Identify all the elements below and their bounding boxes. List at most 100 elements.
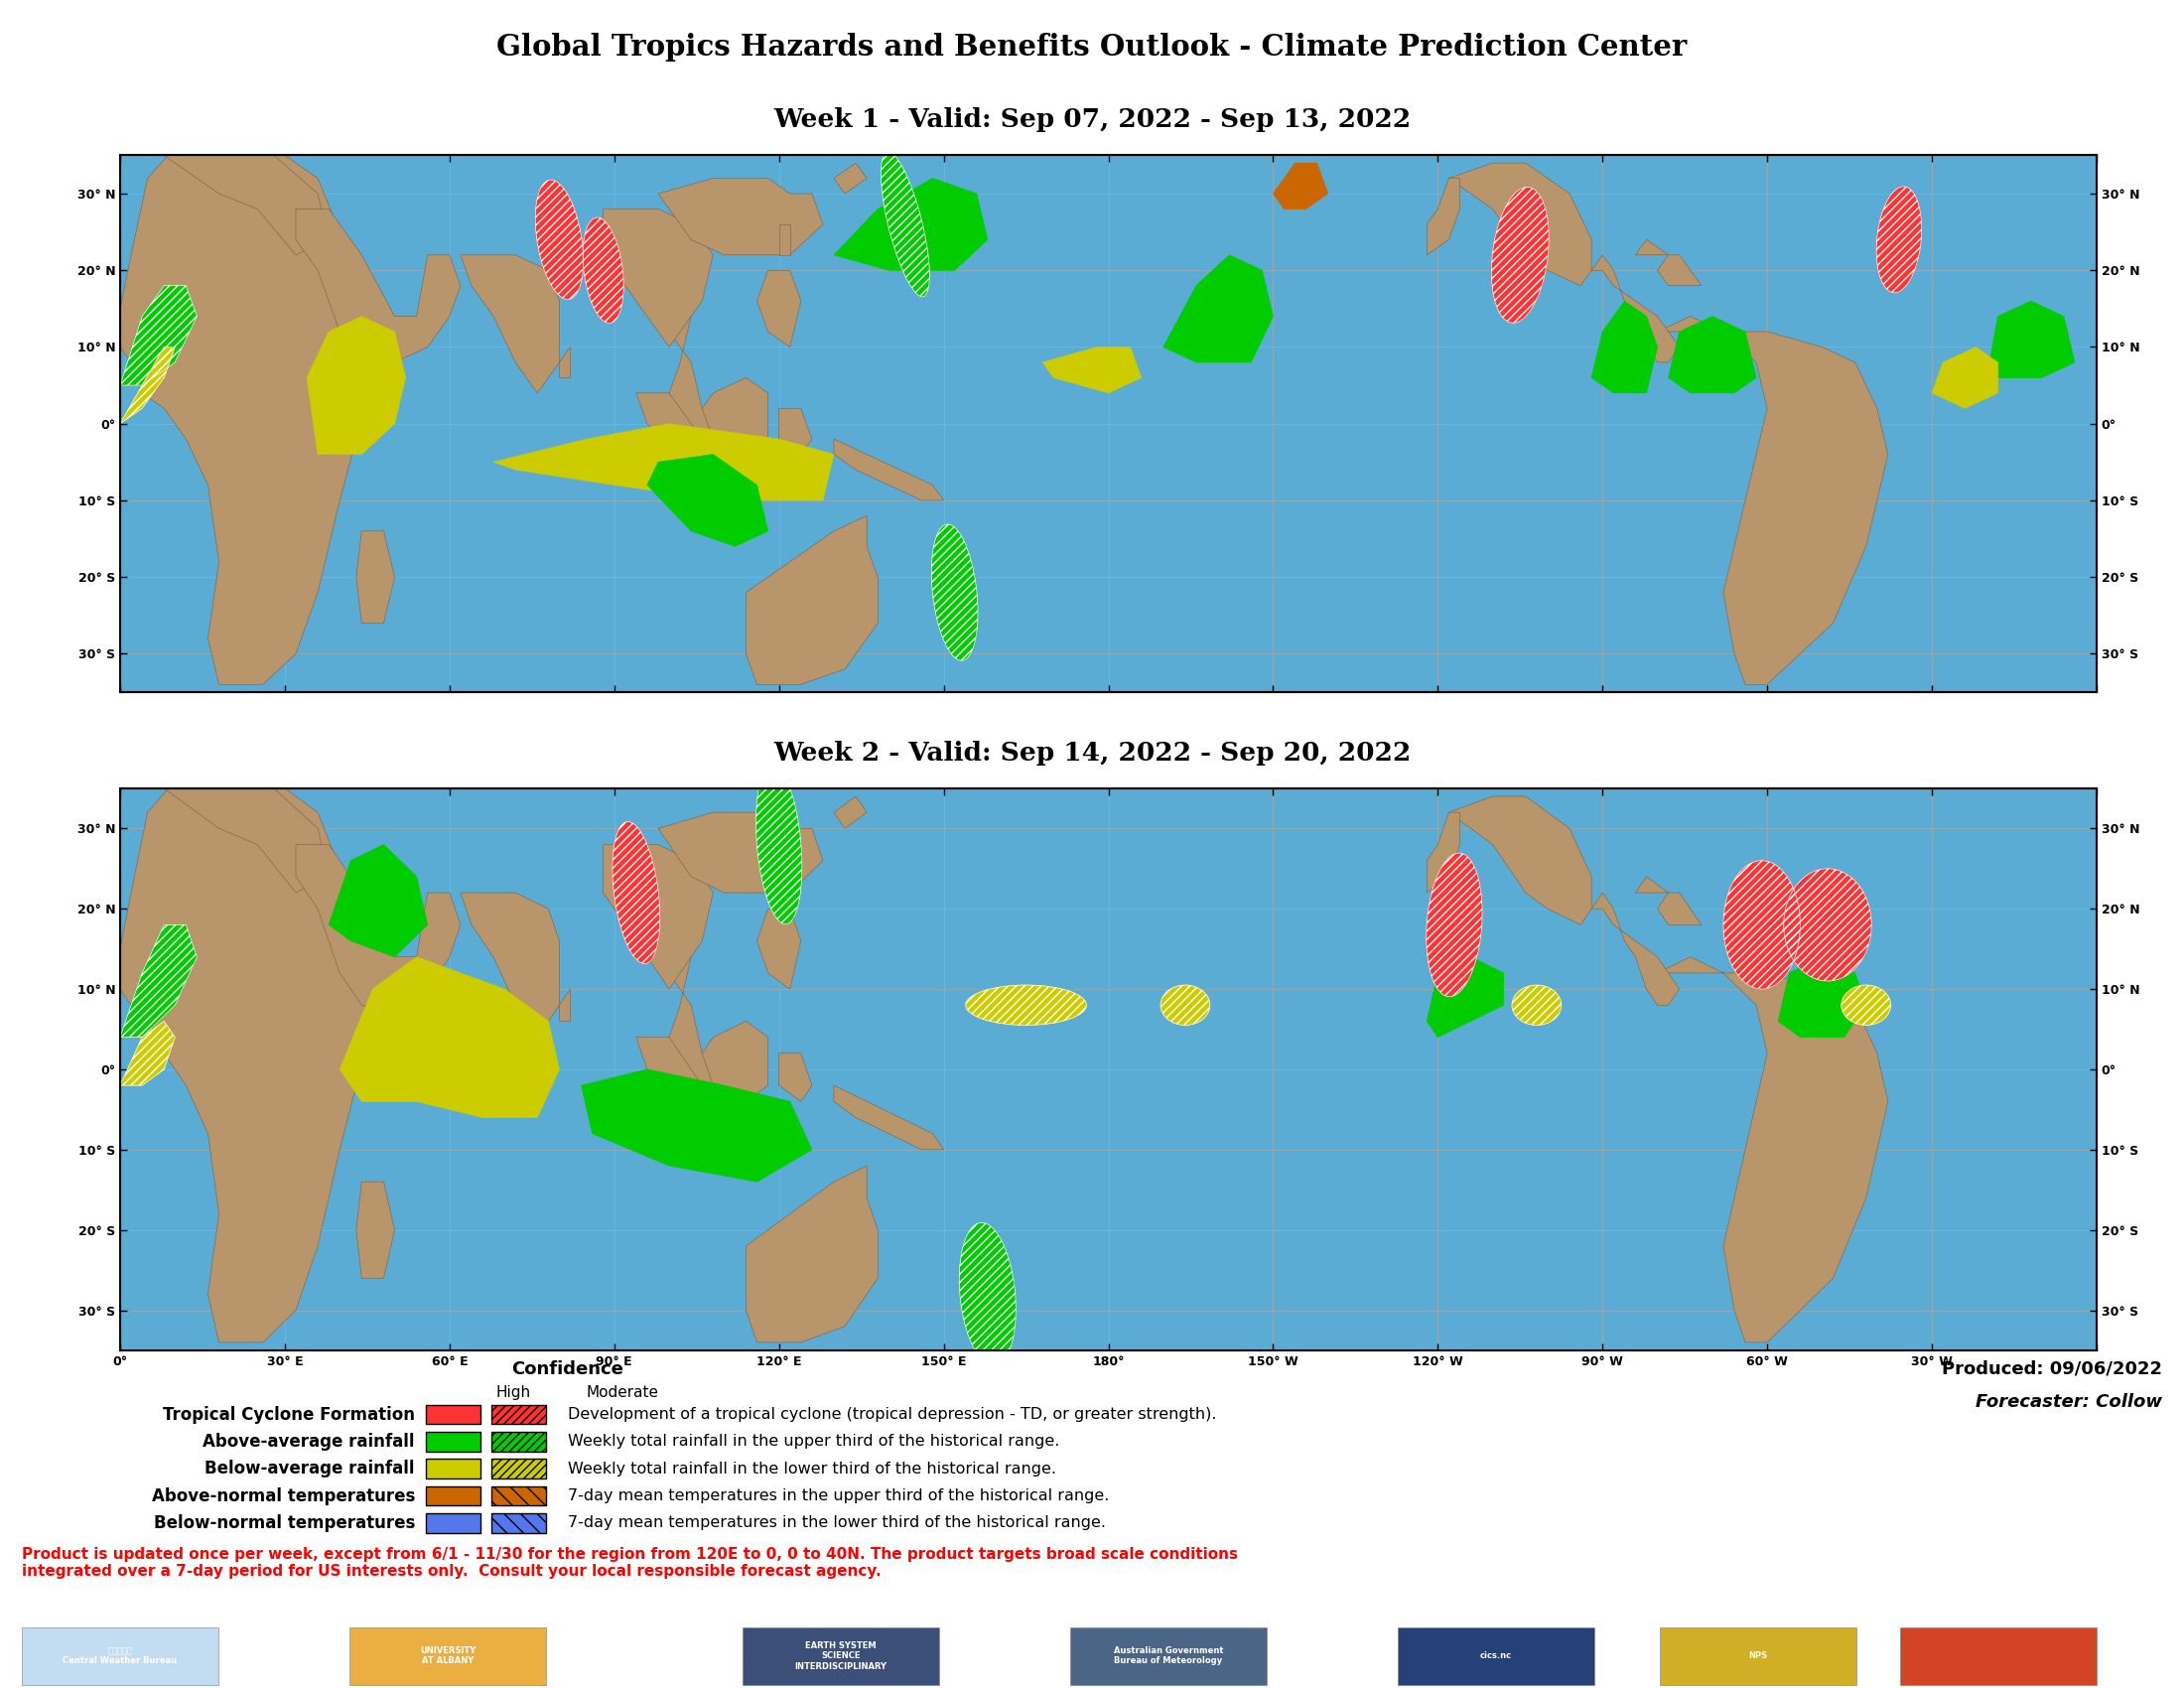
Polygon shape [1042,348,1142,393]
Ellipse shape [1876,186,1922,292]
Text: Week 1 - Valid: Sep 07, 2022 - Sep 13, 2022: Week 1 - Valid: Sep 07, 2022 - Sep 13, 2… [773,108,1411,132]
Polygon shape [1164,255,1273,363]
Polygon shape [603,844,712,989]
Polygon shape [701,378,769,454]
Ellipse shape [1492,187,1548,322]
Ellipse shape [1511,986,1562,1025]
Polygon shape [1933,348,1998,408]
Polygon shape [657,812,823,893]
Bar [1660,1627,1856,1685]
Text: Global Tropics Hazards and Benefits Outlook - Climate Prediction Center: Global Tropics Hazards and Benefits Outl… [496,32,1688,62]
Polygon shape [1273,164,1328,209]
Polygon shape [758,270,802,348]
Bar [491,1514,546,1533]
Polygon shape [834,797,867,829]
Text: Tropical Cyclone Formation: Tropical Cyclone Formation [164,1406,415,1423]
Polygon shape [295,844,461,1004]
Bar [426,1404,480,1425]
Text: Development of a tropical cyclone (tropical depression - TD, or greater strength: Development of a tropical cyclone (tropi… [568,1408,1216,1421]
Bar [1900,1627,2097,1685]
Ellipse shape [1426,852,1483,996]
Polygon shape [636,1036,712,1117]
Polygon shape [1592,300,1658,393]
Polygon shape [1669,316,1756,393]
Polygon shape [603,225,780,500]
Polygon shape [1426,957,1503,1036]
Bar [1398,1627,1594,1685]
Bar [491,1404,546,1425]
Polygon shape [581,1070,812,1182]
Polygon shape [1658,255,1701,285]
Text: Weekly total rainfall in the lower third of the historical range.: Weekly total rainfall in the lower third… [568,1462,1057,1477]
Text: NPS: NPS [1749,1651,1767,1661]
Polygon shape [120,925,197,1036]
Text: Moderate: Moderate [585,1386,660,1401]
Polygon shape [559,989,570,1021]
Polygon shape [494,424,834,500]
Polygon shape [356,532,395,623]
Polygon shape [120,780,367,1342]
Ellipse shape [1723,861,1800,989]
Bar [743,1627,939,1685]
Polygon shape [758,908,802,989]
Bar [1070,1627,1267,1685]
Text: 中央氣象局
Central Weather Bureau: 中央氣象局 Central Weather Bureau [63,1646,177,1666]
Polygon shape [834,179,987,270]
Ellipse shape [535,181,583,299]
Ellipse shape [1160,986,1210,1025]
Polygon shape [834,164,867,194]
Polygon shape [701,1117,747,1134]
Polygon shape [120,285,197,385]
Ellipse shape [756,765,802,923]
Polygon shape [120,348,175,424]
Ellipse shape [959,1222,1016,1366]
Polygon shape [1658,893,1701,925]
Text: 7-day mean temperatures in the lower third of the historical range.: 7-day mean temperatures in the lower thi… [568,1516,1105,1531]
Polygon shape [747,1166,878,1342]
Bar [22,1627,218,1685]
Polygon shape [1448,797,1592,925]
Polygon shape [120,155,330,255]
Ellipse shape [612,822,660,964]
Polygon shape [1053,701,1075,746]
Polygon shape [330,844,428,957]
Polygon shape [780,225,791,255]
Bar [426,1487,480,1506]
Bar [426,1431,480,1452]
Polygon shape [657,179,823,255]
Bar [426,1514,480,1533]
Text: Above-average rainfall: Above-average rainfall [203,1433,415,1450]
Polygon shape [646,454,769,547]
Polygon shape [834,1085,943,1150]
Polygon shape [461,255,559,393]
Polygon shape [356,1182,395,1278]
Text: 7-day mean temperatures in the upper third of the historical range.: 7-day mean temperatures in the upper thi… [568,1489,1109,1504]
Polygon shape [780,408,812,454]
Text: cics.nc: cics.nc [1481,1651,1511,1661]
Polygon shape [1053,1359,1075,1406]
Polygon shape [120,1021,175,1085]
Polygon shape [306,316,406,454]
Polygon shape [1636,876,1669,893]
Text: Weekly total rainfall in the upper third of the historical range.: Weekly total rainfall in the upper third… [568,1435,1059,1448]
Polygon shape [559,348,570,378]
Polygon shape [636,393,712,469]
Polygon shape [1426,179,1459,255]
Bar [491,1431,546,1452]
Polygon shape [780,861,791,893]
Polygon shape [1658,316,1887,684]
Bar [349,1627,546,1685]
Ellipse shape [930,525,978,660]
Polygon shape [834,439,943,500]
Text: Confidence: Confidence [511,1361,625,1377]
Polygon shape [120,147,367,684]
Text: Week 2 - Valid: Sep 14, 2022 - Sep 20, 2022: Week 2 - Valid: Sep 14, 2022 - Sep 20, 2… [773,741,1411,765]
Polygon shape [1426,812,1459,893]
Text: Australian Government
Bureau of Meteorology: Australian Government Bureau of Meteorol… [1114,1646,1223,1666]
Polygon shape [603,861,780,1150]
Ellipse shape [1784,869,1872,981]
Text: UNIVERSITY
AT ALBANY: UNIVERSITY AT ALBANY [419,1646,476,1666]
Ellipse shape [880,152,930,297]
Ellipse shape [1841,986,1891,1025]
Text: EARTH SYSTEM
SCIENCE
INTERDISCIPLINARY: EARTH SYSTEM SCIENCE INTERDISCIPLINARY [795,1641,887,1671]
